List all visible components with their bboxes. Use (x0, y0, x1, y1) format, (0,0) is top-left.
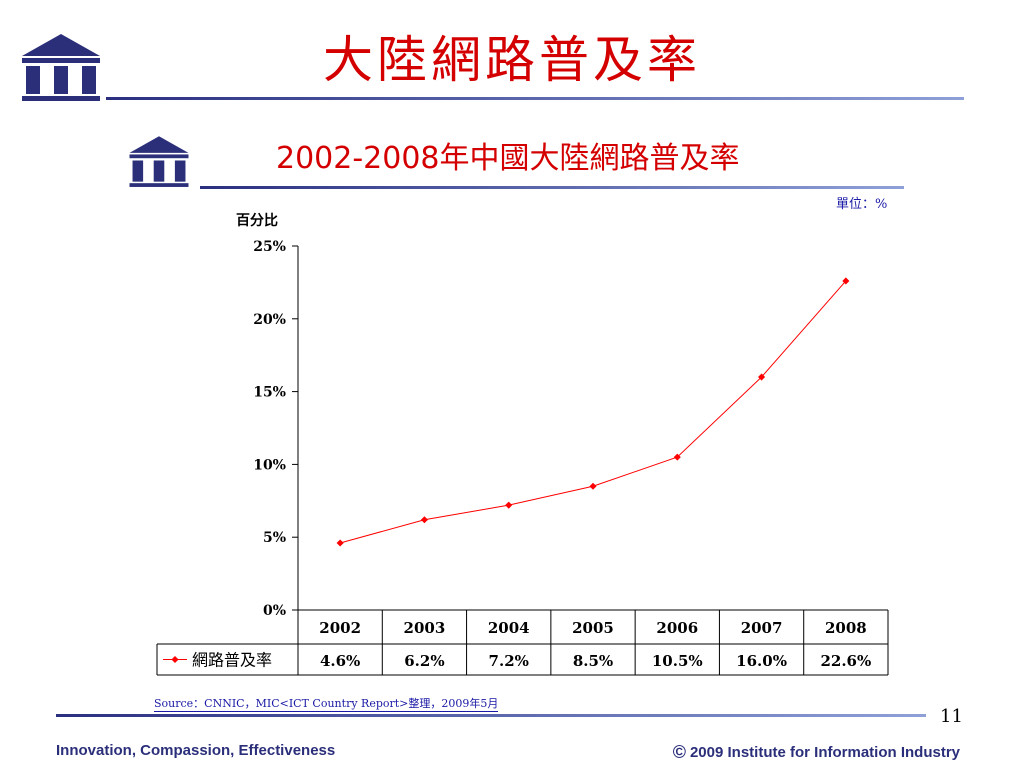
y-tick-label: 15% (253, 385, 286, 401)
data-table: 2002 2003 2004 2005 2006 2007 2008 4.6% 6.2% 7.2%… (156, 609, 889, 676)
data-label: 8.5% (573, 652, 613, 670)
data-label: 7.2% (489, 652, 529, 670)
x-category-label: 2008 (825, 619, 867, 637)
x-category-label: 2004 (488, 619, 530, 637)
data-point (336, 539, 344, 547)
iii-logo-small (129, 136, 189, 187)
data-label: 10.5% (652, 652, 703, 670)
x-category-label: 2002 (319, 619, 361, 637)
data-point (673, 453, 681, 461)
data-label: 16.0% (736, 652, 787, 670)
legend-series-name: 網路普及率 (192, 651, 272, 670)
data-point (589, 482, 597, 490)
footer-tagline: Innovation, Compassion, Effectiveness (56, 742, 336, 759)
data-point (758, 373, 766, 381)
x-category-label: 2005 (572, 619, 614, 637)
unit-label: 單位：% (836, 197, 888, 212)
y-tick-label: 25% (253, 239, 286, 255)
chart-axes: 0% 5% 10% 15% 20% 25% (253, 239, 299, 619)
data-point (842, 277, 850, 285)
iii-logo (22, 34, 100, 101)
legend-marker (171, 655, 179, 664)
data-label: 4.6% (320, 652, 360, 670)
header-rule (106, 97, 964, 100)
data-point (420, 516, 428, 524)
series-line (340, 280, 847, 544)
copyright-symbol: © (672, 742, 686, 762)
chart-series (336, 277, 850, 547)
data-point (505, 501, 513, 509)
chart-title-rule (200, 186, 904, 189)
footer-copyright: © 2009 Institute for Information Industry (673, 742, 960, 763)
y-axis-label: 百分比 (236, 213, 278, 229)
y-tick-label: 20% (253, 312, 286, 328)
footer-copyright-text: 2009 Institute for Information Industry (689, 744, 960, 761)
x-category-label: 2006 (656, 619, 698, 637)
y-tick-label: 10% (253, 457, 286, 473)
source-note: Source：CNNIC，MIC<ICT Country Report>整理，2… (154, 697, 499, 712)
line-chart: 0%5%10%15%20%25% 2002 2003 2004 2005 2006 200… (156, 239, 889, 676)
page-number: 11 (940, 706, 963, 727)
slide-title: 大陸網路普及率 (323, 31, 701, 89)
y-tick-label: 5% (263, 530, 286, 546)
chart-title: 2002-2008年中國大陸網路普及率 (276, 141, 740, 176)
x-category-label: 2003 (404, 619, 446, 637)
footer-rule (56, 714, 926, 717)
data-label: 6.2% (404, 652, 444, 670)
data-label: 22.6% (820, 652, 871, 670)
x-category-label: 2007 (741, 619, 783, 637)
y-tick-label: 0% (263, 603, 286, 619)
